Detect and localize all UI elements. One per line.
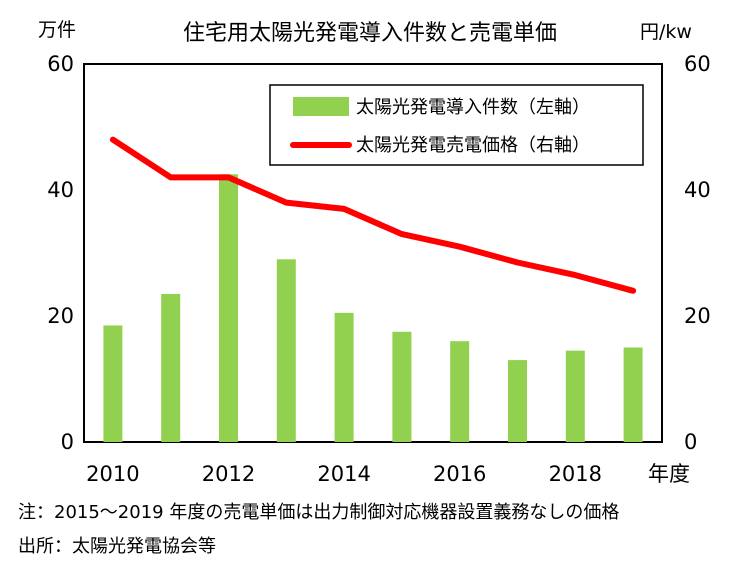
bar-2010 [103, 325, 123, 442]
bar-2015 [392, 331, 412, 442]
bar-2014 [334, 312, 354, 442]
y-left-tick-40: 40 [47, 178, 74, 202]
footnote: 注：2015～2019 年度の売電単価は出力制御対応機器設置義務なしの価格 [18, 502, 620, 523]
bar-2016 [450, 341, 470, 442]
line-point-2014 [343, 208, 345, 210]
chart-title: 住宅用太陽光発電導入件数と売電単価 [183, 21, 557, 46]
line-point-2017 [517, 261, 518, 263]
bar-series [103, 174, 643, 442]
x-tick-2012: 2012 [202, 462, 255, 486]
left-axis-unit: 万件 [38, 19, 76, 41]
price-line [109, 136, 637, 294]
plot-area [83, 63, 663, 443]
line-point-2012 [228, 176, 229, 178]
legend-bar-swatch [293, 97, 349, 116]
bar-2013 [276, 259, 296, 442]
bar-2011 [161, 293, 181, 442]
y-right-tick-40: 40 [684, 178, 711, 202]
line-series [109, 136, 637, 294]
bar-2019 [623, 347, 643, 442]
bar-2012 [219, 174, 238, 442]
chart: 住宅用太陽光発電導入件数と売電単価 万件 円/kw 0 20 40 60 0 20 40 60… [38, 19, 711, 486]
x-tick-2016: 2016 [433, 462, 486, 486]
y-left-tick-60: 60 [47, 52, 74, 76]
legend-line-label: 太陽光発電売電価格（右軸） [356, 135, 590, 156]
line-point-2010 [112, 139, 114, 141]
bar-2017 [508, 360, 527, 442]
x-tick-2014: 2014 [317, 462, 370, 486]
x-tick-2010: 2010 [86, 462, 139, 486]
y-left-tick-20: 20 [47, 304, 74, 328]
source-note: 出所：太陽光発電協会等 [18, 536, 216, 557]
y-right-tick-20: 20 [684, 304, 711, 328]
axis-ticks: 0 20 40 60 0 20 40 60 2010 2012 2014 2016 2018 [47, 52, 710, 486]
line-point-2019 [632, 290, 634, 292]
line-point-2018 [574, 274, 576, 276]
legend: 太陽光発電導入件数（左軸） 太陽光発電売電価格（右軸） [269, 84, 644, 166]
line-point-2011 [170, 176, 172, 178]
legend-bar-label: 太陽光発電導入件数（左軸） [356, 97, 590, 118]
bar-2018 [565, 350, 585, 442]
y-right-tick-0: 0 [684, 430, 697, 454]
right-axis-unit: 円/kw [640, 21, 692, 43]
x-tick-2018: 2018 [549, 462, 602, 486]
line-point-2016 [459, 246, 461, 248]
line-point-2013 [285, 202, 287, 204]
y-right-tick-60: 60 [684, 52, 711, 76]
x-axis-unit: 年度 [648, 462, 690, 486]
line-point-2015 [401, 233, 403, 235]
y-left-tick-0: 0 [61, 430, 74, 454]
